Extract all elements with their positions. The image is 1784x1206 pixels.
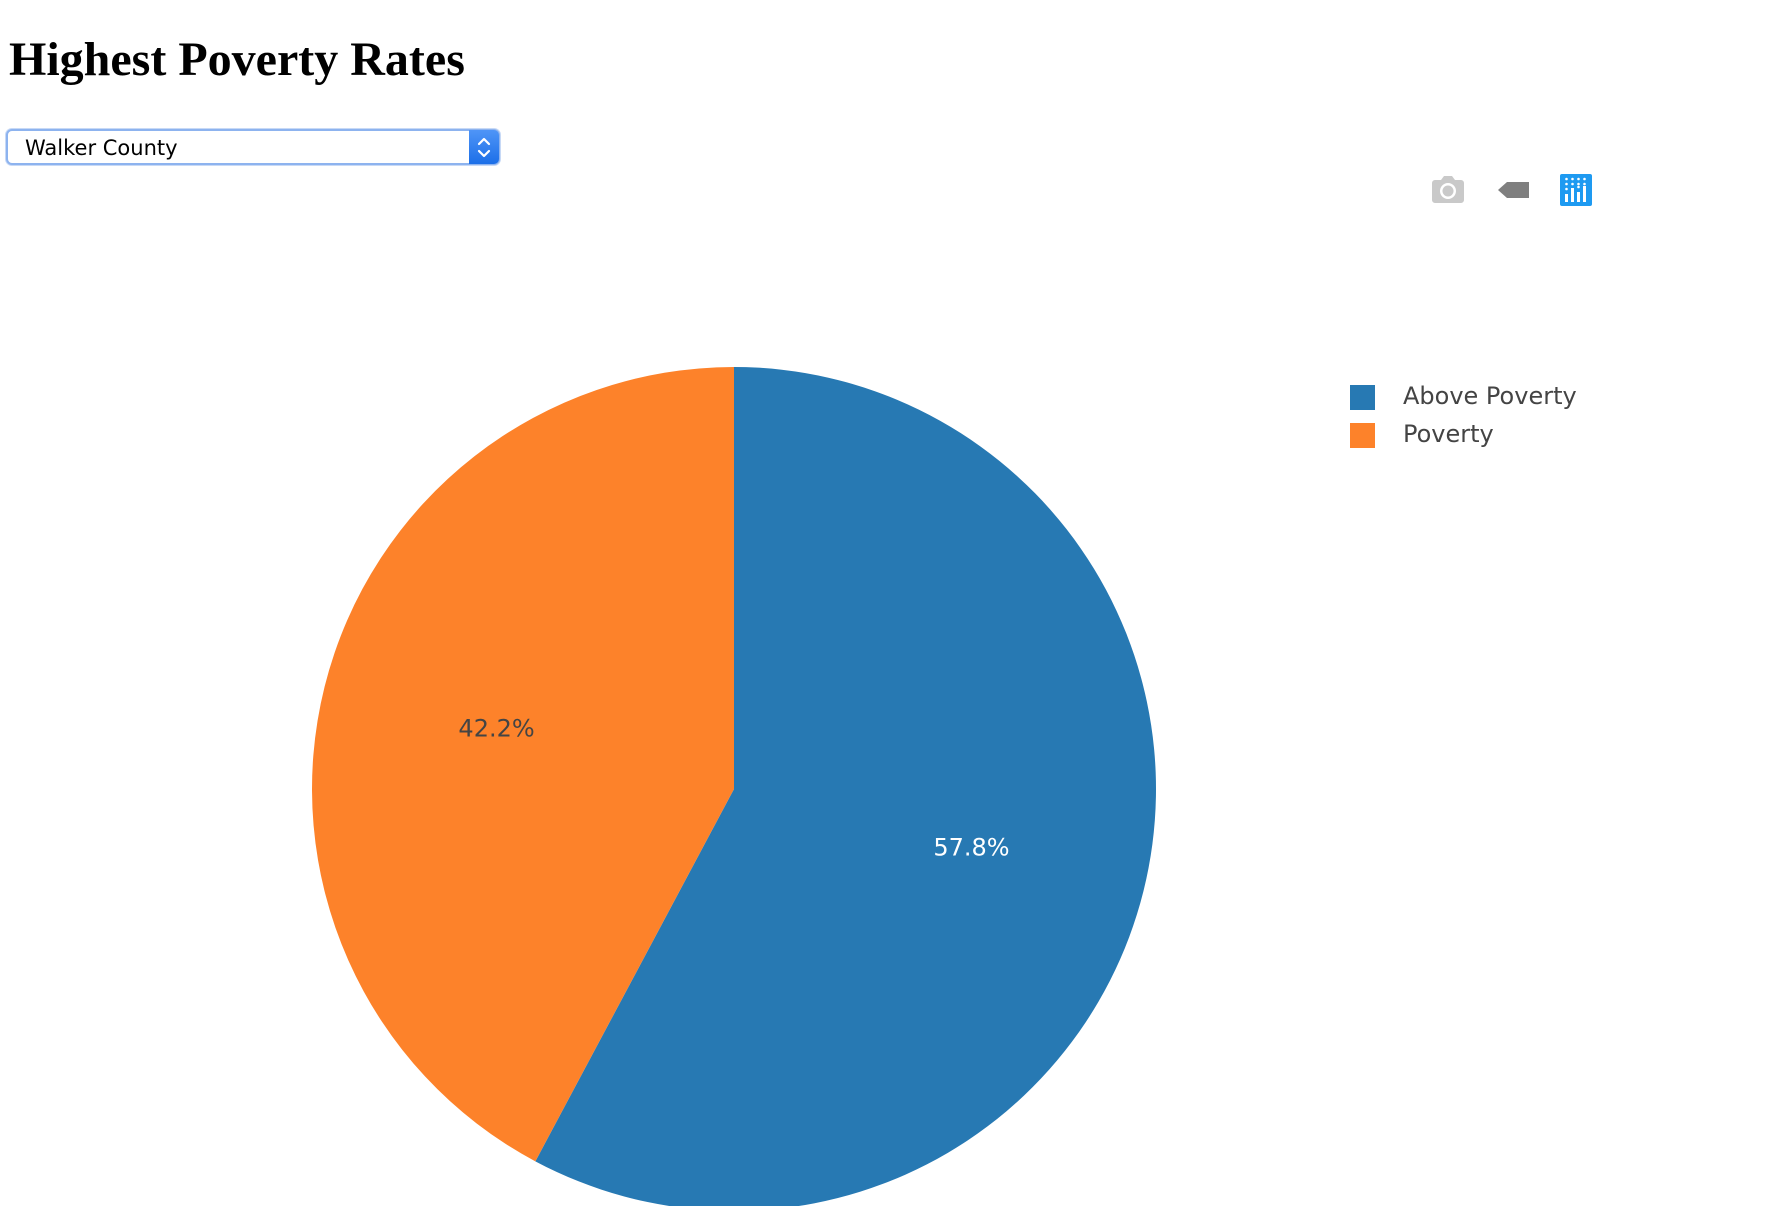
select-arrows-icon (469, 130, 499, 164)
legend-swatch-poverty (1350, 423, 1375, 448)
plotly-logo-icon (1556, 170, 1596, 210)
download-plot-button[interactable] (1428, 170, 1468, 210)
tag-icon (1492, 170, 1532, 210)
county-select[interactable]: Walker County (6, 129, 500, 165)
pie-slice-poverty[interactable] (311, 367, 734, 1162)
page-title: Highest Poverty Rates (9, 33, 465, 86)
plotly-logo-link[interactable] (1556, 170, 1596, 210)
toggle-hover-button[interactable] (1492, 170, 1532, 210)
county-select-value: Walker County (25, 136, 178, 160)
legend-label-above-poverty: Above Poverty (1403, 382, 1577, 410)
legend-label-poverty: Poverty (1403, 420, 1494, 448)
pie-slice-above-poverty[interactable] (535, 367, 1156, 1206)
camera-icon (1428, 170, 1468, 210)
legend-swatch-above-poverty (1350, 385, 1375, 410)
